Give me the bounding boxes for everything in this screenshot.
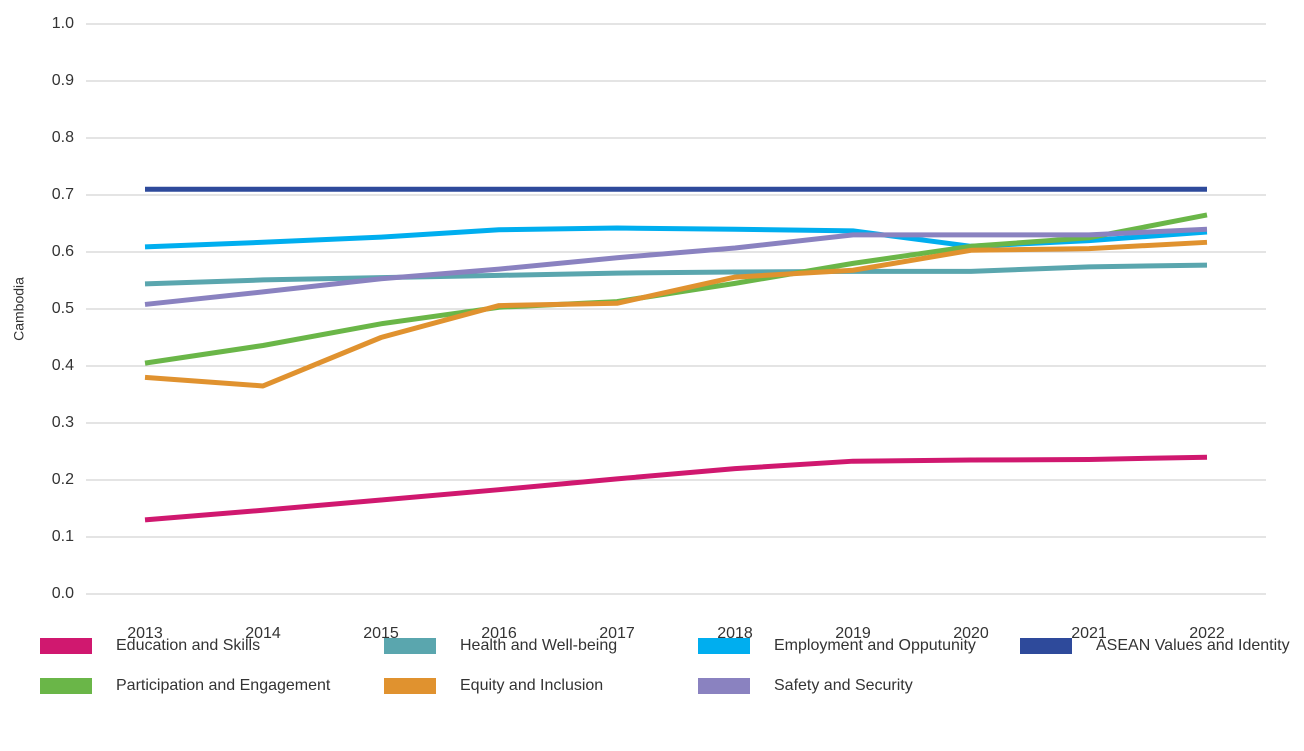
x-tick-label: 2020 [953, 625, 989, 642]
y-tick-label: 0.0 [52, 585, 74, 602]
line-series [144, 262, 1208, 287]
legend-label: Safety and Security [774, 677, 913, 694]
y-tick-label: 0.4 [52, 357, 74, 374]
legend-label: Education and Skills [116, 637, 260, 654]
line-series [144, 225, 1208, 250]
y-tick-label: 0.3 [52, 414, 74, 431]
legend-swatch [384, 678, 436, 694]
x-tick-label: 2021 [1071, 625, 1107, 642]
y-tick-label: 0.2 [52, 471, 74, 488]
y-tick-label: 0.5 [52, 300, 74, 317]
x-tick-label: 2014 [245, 625, 281, 642]
legend-swatch [698, 678, 750, 694]
legend-label: Participation and Engagement [116, 677, 331, 694]
line-series [144, 239, 1208, 389]
legend-swatch [40, 678, 92, 694]
x-tick-label: 2019 [835, 625, 871, 642]
line-series [144, 454, 1208, 523]
y-tick-label: 0.8 [52, 129, 74, 146]
legend-swatch [384, 638, 436, 654]
legend-label: Equity and Inclusion [460, 677, 603, 694]
x-tick-label: 2013 [127, 625, 163, 642]
y-tick-label: 0.6 [52, 243, 74, 260]
legend-label: Health and Well-being [460, 637, 617, 654]
x-tick-label: 2017 [599, 625, 635, 642]
y-tick-label: 1.0 [52, 15, 74, 32]
legend-label: Employment and Opputunity [774, 637, 976, 654]
y-tick-label: 0.1 [52, 528, 74, 545]
legend-swatch [40, 638, 92, 654]
x-tick-label: 2015 [363, 625, 399, 642]
y-tick-label: 0.7 [52, 186, 74, 203]
legend-label: ASEAN Values and Identity [1096, 637, 1290, 654]
x-tick-label: 2022 [1189, 625, 1225, 642]
y-tick-label: 0.9 [52, 72, 74, 89]
x-tick-label: 2016 [481, 625, 517, 642]
legend-swatch [1020, 638, 1072, 654]
y-axis-label: Cambodia [11, 277, 27, 341]
legend-swatch [698, 638, 750, 654]
x-tick-label: 2018 [717, 625, 753, 642]
line-series [144, 226, 1208, 307]
